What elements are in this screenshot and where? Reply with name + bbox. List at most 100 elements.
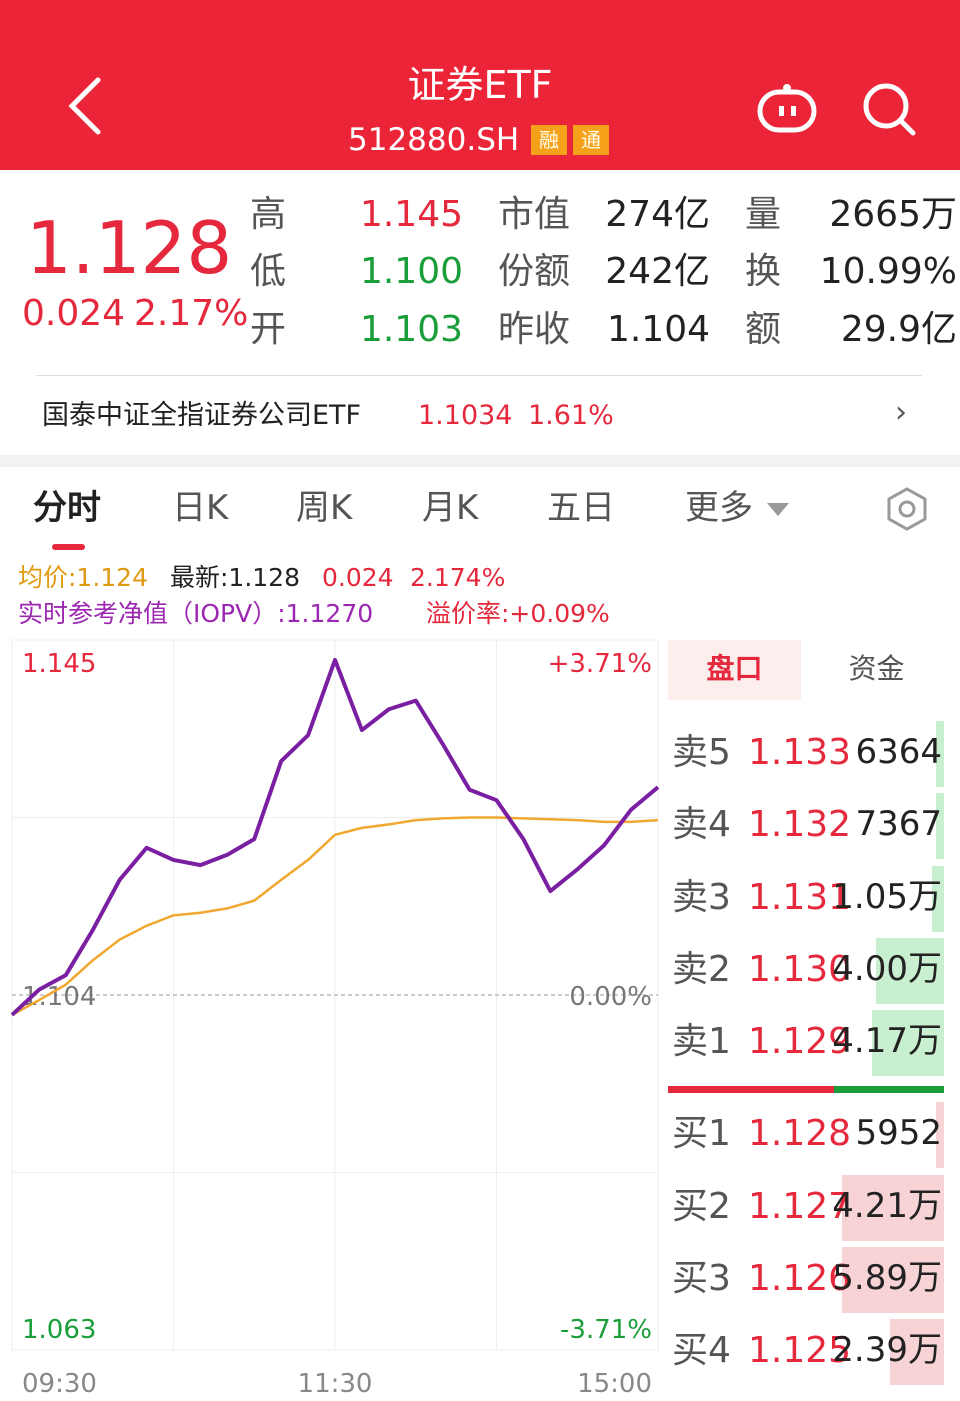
price-line	[10, 657, 660, 1017]
book-volume: 1.05万	[832, 877, 942, 917]
robot-icon[interactable]	[755, 82, 819, 134]
code: 512880.SH	[348, 122, 520, 158]
avg-price: 均价:1.124	[18, 563, 148, 592]
book-label: 卖2	[672, 949, 731, 990]
badge: 融	[531, 125, 567, 155]
book-price: 1.133	[748, 732, 852, 773]
book-divider-green	[834, 1086, 944, 1093]
search-icon[interactable]	[860, 80, 920, 136]
book-price: 1.132	[748, 804, 852, 845]
latest: 最新:1.128	[170, 563, 300, 592]
volume-bar	[936, 793, 944, 859]
book-volume: 6364	[855, 732, 942, 772]
stat-value: 1.103	[359, 309, 463, 350]
stat-value: 29.9亿	[840, 309, 957, 350]
volume-bar	[842, 1247, 944, 1313]
book-price: 1.130	[748, 949, 852, 990]
stat-value: 1.145	[359, 194, 463, 235]
book-volume: 5.89万	[832, 1258, 942, 1298]
dropdown-arrow[interactable]	[765, 500, 791, 518]
tab[interactable]: 分时	[33, 488, 101, 528]
chevron[interactable]: ›	[895, 395, 907, 430]
header-bar	[0, 0, 960, 170]
book-divider-red	[668, 1086, 834, 1093]
volume-bar	[842, 1175, 944, 1241]
book-price: 1.125	[748, 1330, 852, 1371]
x-tick-label: 11:30	[298, 1369, 373, 1399]
tab[interactable]: 更多	[685, 488, 753, 528]
y2-tick-label: 0.00%	[569, 982, 652, 1012]
stat-value: 274亿	[605, 194, 710, 235]
stat-label: 昨收	[498, 309, 571, 350]
stat-label: 市值	[498, 194, 571, 235]
stat-label: 低	[250, 251, 287, 292]
change: 0.024	[22, 293, 126, 334]
info-pct: 2.174%	[410, 563, 506, 592]
book-volume: 4.17万	[832, 1021, 942, 1061]
change-pct: 2.17%	[134, 293, 249, 334]
stat-value: 1.104	[606, 309, 710, 350]
title: 证券ETF	[407, 63, 553, 107]
index-value: 1.1034	[418, 400, 513, 431]
volume-bar	[876, 938, 944, 1004]
side-tab-active[interactable]	[668, 640, 801, 700]
stat-label: 额	[745, 309, 782, 350]
stat-value: 10.99%	[819, 251, 957, 292]
book-label: 卖3	[672, 877, 731, 918]
volume-bar	[936, 1102, 944, 1168]
side-tab[interactable]: 资金	[848, 652, 905, 685]
back-button[interactable]	[60, 75, 110, 137]
stat-label: 开	[250, 309, 287, 350]
stat-label: 量	[745, 194, 782, 235]
book-volume: 2.39万	[832, 1330, 942, 1370]
stat-value: 1.100	[359, 251, 463, 292]
y2-tick-label: +3.71%	[548, 649, 652, 679]
price-line	[11, 816, 659, 1017]
volume-bar	[936, 721, 944, 787]
book-price: 1.129	[748, 1021, 852, 1062]
book-label: 卖1	[672, 1021, 731, 1062]
book-volume: 5952	[855, 1113, 942, 1153]
stat-label: 换	[745, 251, 782, 292]
book-price: 1.128	[748, 1113, 852, 1154]
book-label: 买1	[672, 1113, 731, 1154]
badge: 通	[573, 125, 609, 155]
iopv: 实时参考净值（IOPV）:1.1270	[18, 599, 374, 628]
x-tick-label: 09:30	[22, 1369, 97, 1399]
y-tick-label: 1.145	[22, 649, 96, 679]
tab[interactable]: 日K	[172, 488, 229, 528]
stat-value: 2665万	[829, 194, 957, 235]
book-price: 1.127	[748, 1186, 852, 1227]
info-change: 0.024	[322, 563, 394, 592]
side-tab[interactable]: 盘口	[706, 652, 763, 685]
tab[interactable]: 月K	[422, 488, 479, 528]
book-label: 卖5	[672, 732, 731, 773]
index-pct: 1.61%	[528, 400, 614, 431]
separator	[0, 455, 960, 467]
book-label: 买4	[672, 1330, 731, 1371]
stat-label: 份额	[498, 251, 571, 292]
settings-icon[interactable]	[884, 486, 930, 532]
volume-bar	[932, 866, 944, 932]
stat-value: 242亿	[605, 251, 710, 292]
book-label: 买3	[672, 1258, 731, 1299]
tab[interactable]: 周K	[296, 488, 353, 528]
book-volume: 4.00万	[832, 949, 942, 989]
y2-tick-label: -3.71%	[560, 1315, 652, 1345]
volume-bar	[890, 1319, 944, 1385]
stat-label: 高	[250, 194, 287, 235]
book-volume: 4.21万	[832, 1186, 942, 1226]
tab-underline	[52, 544, 85, 550]
book-label: 买2	[672, 1186, 731, 1227]
tab[interactable]: 五日	[547, 488, 615, 528]
price: 1.128	[26, 206, 233, 290]
volume-bar	[872, 1010, 944, 1076]
book-price: 1.126	[748, 1258, 852, 1299]
divider	[36, 375, 922, 376]
index-name[interactable]: 国泰中证全指证券公司ETF	[42, 400, 362, 431]
y-tick-label: 1.063	[22, 1315, 96, 1345]
book-label: 卖4	[672, 804, 731, 845]
premium: 溢价率:+0.09%	[426, 599, 610, 628]
